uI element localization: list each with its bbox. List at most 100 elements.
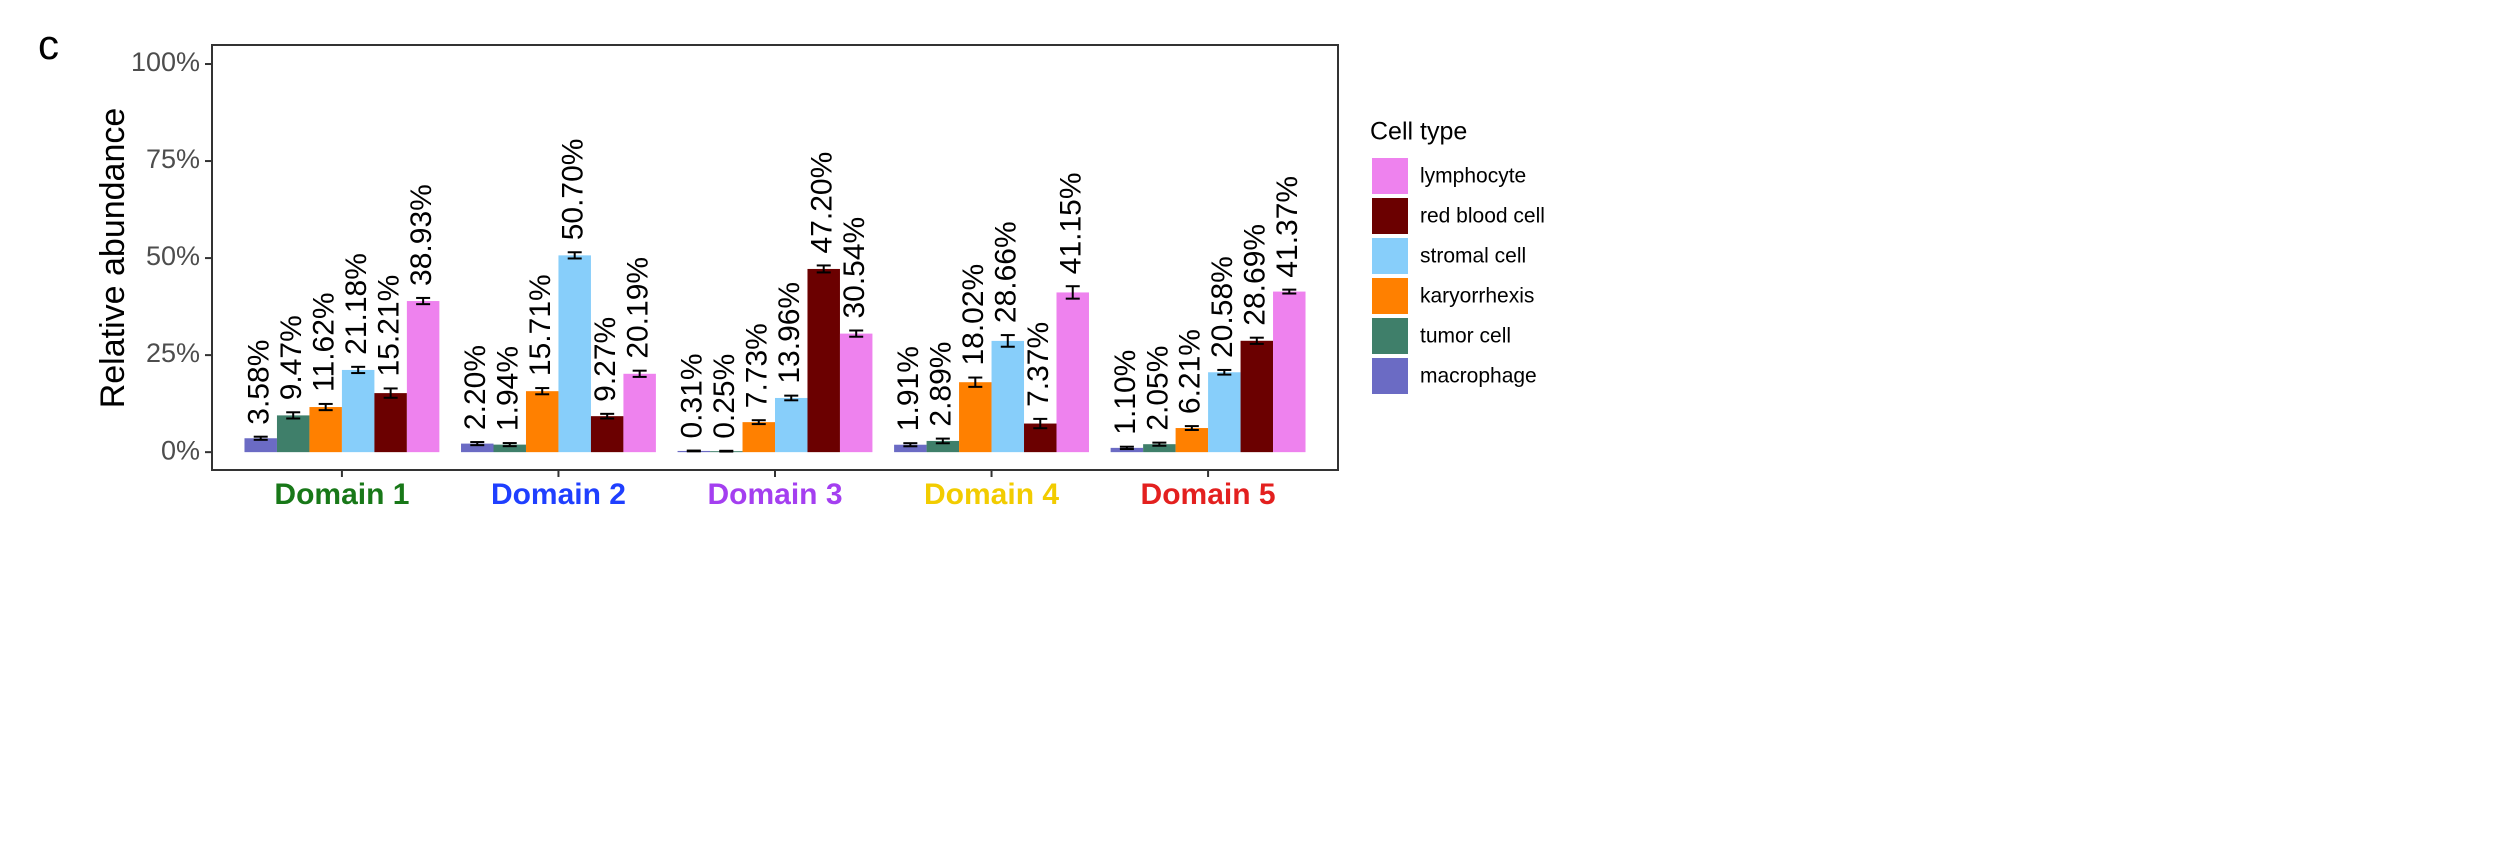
legend-label: red blood cell — [1420, 205, 1545, 228]
legend-key — [1372, 358, 1408, 394]
bar — [309, 407, 342, 453]
value-label: 0.25% — [708, 354, 741, 439]
error-bar — [968, 376, 983, 388]
error-bar — [632, 369, 647, 378]
x-tick-label: Domain 4 — [924, 478, 1059, 511]
x-tick-label: Domain 3 — [707, 478, 842, 511]
value-label: 50.70% — [557, 139, 590, 241]
value-label: 13.96% — [773, 282, 806, 384]
value-label: 28.66% — [990, 221, 1023, 323]
y-tick-label: 100% — [131, 47, 200, 77]
error-bar — [351, 365, 366, 375]
error-bar — [1119, 445, 1134, 451]
error-bar — [1152, 441, 1167, 447]
bar — [991, 340, 1025, 453]
value-label: 30.54% — [838, 217, 871, 319]
error-bar — [784, 394, 799, 402]
legend-label: macrophage — [1420, 365, 1537, 388]
error-bar — [686, 449, 701, 453]
error-bar — [567, 251, 582, 260]
legend-key — [1372, 278, 1408, 314]
legend-key — [1372, 158, 1408, 194]
value-label: 9.27% — [589, 317, 622, 402]
error-bar — [1217, 368, 1232, 376]
error-bar — [1000, 334, 1015, 348]
value-label: 20.58% — [1206, 256, 1239, 358]
value-label: 3.58% — [243, 340, 276, 425]
value-label: 1.94% — [492, 346, 525, 431]
bar — [461, 443, 494, 453]
bar — [525, 391, 559, 453]
error-bar — [1184, 425, 1199, 431]
error-bar — [1249, 336, 1264, 345]
y-tick-label: 50% — [146, 241, 200, 271]
value-label: 15.71% — [524, 274, 557, 376]
bar — [1143, 444, 1176, 453]
bar — [894, 444, 927, 453]
bar — [374, 393, 407, 453]
error-bar — [816, 264, 831, 274]
error-bar — [849, 329, 864, 338]
value-label: 18.02% — [957, 264, 990, 366]
value-label: 47.20% — [806, 152, 839, 254]
bar — [276, 415, 310, 453]
x-tick-label: Domain 5 — [1141, 478, 1276, 511]
value-label: 38.93% — [405, 184, 438, 286]
bar — [1208, 372, 1241, 453]
legend-key — [1372, 318, 1408, 354]
legend-label: lymphocyte — [1420, 165, 1526, 188]
legend-label: stromal cell — [1420, 245, 1526, 268]
error-bar — [470, 441, 485, 447]
bar — [244, 438, 277, 453]
bar — [959, 382, 992, 453]
value-label: 7.37% — [1022, 322, 1055, 407]
bar — [623, 373, 656, 453]
y-tick-label: 0% — [161, 435, 200, 465]
value-label: 1.91% — [892, 346, 925, 431]
bar — [807, 268, 840, 453]
bar — [1175, 428, 1209, 453]
error-bar — [935, 437, 950, 445]
x-tick-label: Domain 1 — [274, 478, 409, 511]
bar — [775, 397, 808, 453]
bar — [1240, 340, 1274, 453]
value-label: 21.18% — [340, 253, 373, 355]
legend-key — [1372, 238, 1408, 274]
value-label: 7.73% — [741, 323, 774, 408]
error-bar — [253, 435, 268, 441]
value-label: 1.10% — [1109, 350, 1142, 435]
value-label: 2.20% — [459, 345, 492, 430]
error-bar — [751, 419, 766, 426]
error-bar — [383, 387, 398, 399]
panel-label: c — [38, 21, 59, 68]
y-tick-label: 75% — [146, 144, 200, 174]
error-bar — [502, 442, 517, 448]
bar — [1056, 292, 1089, 453]
error-bar — [416, 296, 431, 306]
error-bar — [1033, 417, 1048, 430]
error-bar — [903, 442, 918, 448]
error-bar — [318, 402, 333, 412]
error-bar — [600, 412, 615, 420]
value-label: 28.69% — [1239, 224, 1272, 326]
bar — [742, 422, 775, 453]
legend-label: karyorrhexis — [1420, 285, 1534, 308]
error-bar — [535, 387, 550, 396]
bar — [839, 333, 873, 453]
error-bar — [719, 449, 734, 453]
y-axis-title: Relative abundance — [94, 108, 132, 409]
bar — [406, 301, 440, 453]
value-label: 6.21% — [1174, 329, 1207, 414]
value-label: 41.15% — [1055, 172, 1088, 274]
bar — [558, 255, 591, 453]
bar — [926, 440, 960, 453]
error-bar — [286, 411, 301, 420]
legend-key — [1372, 198, 1408, 234]
error-bar — [1282, 288, 1297, 295]
value-label: 0.31% — [676, 353, 709, 438]
bar — [341, 369, 375, 453]
y-tick-label: 25% — [146, 338, 200, 368]
bar — [493, 444, 526, 453]
